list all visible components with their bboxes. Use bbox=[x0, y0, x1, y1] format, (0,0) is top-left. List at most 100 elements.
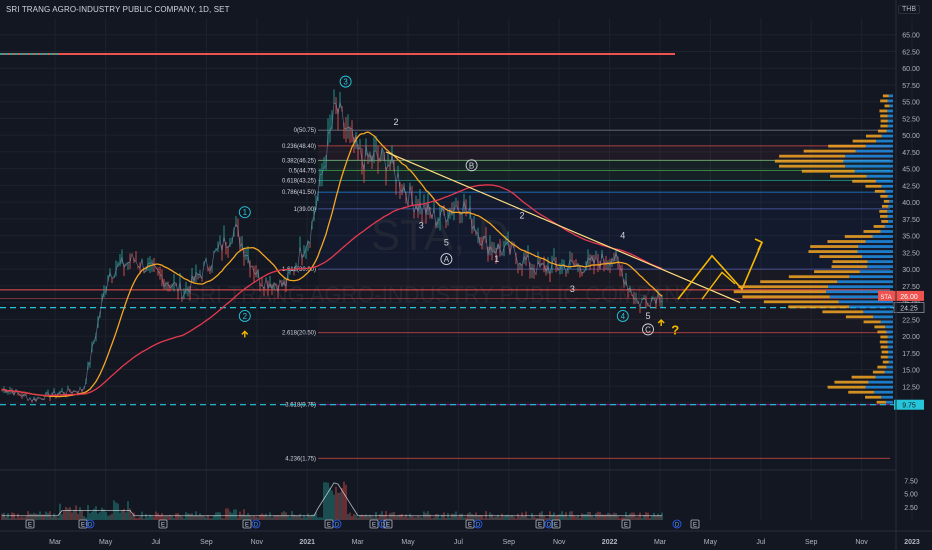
volume-profile-bar bbox=[888, 204, 893, 208]
volume-profile-bar bbox=[880, 320, 893, 324]
volume-profile-bar bbox=[887, 99, 893, 103]
volume-profile-bar bbox=[887, 345, 893, 349]
earnings-marker bbox=[551, 519, 561, 529]
volume-profile-bar bbox=[827, 385, 866, 389]
earnings-marker bbox=[78, 519, 88, 529]
dividend-marker bbox=[473, 519, 483, 529]
price-tick-label: 55.00 bbox=[902, 100, 920, 107]
earnings-marker bbox=[158, 519, 168, 529]
volume-profile-bar bbox=[888, 360, 893, 364]
volume-profile-bar bbox=[838, 300, 893, 304]
volume-profile-bar bbox=[788, 305, 849, 309]
volume-profile-bar bbox=[814, 270, 860, 274]
volume-profile-bar bbox=[851, 375, 876, 379]
volume-profile-bar bbox=[887, 215, 893, 218]
price-tick-label: 45.00 bbox=[902, 167, 920, 174]
marker-label: E bbox=[538, 523, 542, 529]
volume-profile-bar bbox=[810, 245, 859, 248]
volume-profile-bar bbox=[832, 260, 868, 264]
volume-profile-bar bbox=[886, 400, 893, 404]
volume-profile-bar bbox=[886, 129, 893, 133]
volume-profile-bar bbox=[888, 220, 893, 223]
volume-profile-bar bbox=[849, 275, 893, 279]
price-tick-label: 57.50 bbox=[902, 83, 920, 90]
marker-label: D bbox=[335, 523, 340, 529]
time-tick-label: May bbox=[704, 539, 718, 546]
marker-label: D bbox=[476, 523, 481, 529]
ticker-badge-label: STA bbox=[880, 295, 891, 301]
time-tick-label: Sep bbox=[503, 539, 516, 546]
wave-label: 4 bbox=[620, 231, 625, 241]
marker-label: D bbox=[547, 523, 552, 529]
time-tick-label: 2022 bbox=[602, 539, 618, 546]
volume-profile-bar bbox=[880, 99, 888, 103]
volume-profile-bar bbox=[830, 174, 867, 178]
marker-label: D bbox=[381, 523, 386, 529]
wave-label: 3 bbox=[419, 221, 424, 231]
volume-profile-bar bbox=[868, 380, 893, 384]
dividend-marker bbox=[672, 519, 682, 529]
volume-profile-bar bbox=[881, 395, 893, 399]
time-tick-label: Nov bbox=[855, 539, 868, 546]
wave-label: C bbox=[645, 325, 651, 334]
time-tick-label: Nov bbox=[251, 539, 264, 546]
earnings-marker bbox=[690, 519, 700, 529]
price-tick-label: 62.50 bbox=[902, 49, 920, 56]
volume-profile-bar bbox=[885, 325, 893, 329]
price-axis-tag bbox=[893, 302, 925, 313]
volume-profile-bar bbox=[889, 104, 893, 108]
price-axis-tag-label: 26.00 bbox=[900, 294, 918, 301]
wave-label-circle bbox=[440, 253, 453, 266]
volume-profile-bar bbox=[845, 164, 893, 168]
volume-profile-bar bbox=[879, 109, 888, 113]
time-tick-label: Jul bbox=[152, 539, 161, 546]
wave-label-circle bbox=[339, 75, 352, 88]
wave-label: 2 bbox=[393, 117, 398, 127]
volume-profile-bar bbox=[828, 144, 866, 148]
volume-profile-bar bbox=[880, 230, 893, 233]
time-tick-label: May bbox=[99, 539, 113, 546]
price-tick-label: 17.50 bbox=[902, 351, 920, 358]
volume-profile-bar bbox=[867, 260, 893, 264]
volume-profile-bar bbox=[845, 315, 874, 319]
volume-profile-bar bbox=[788, 275, 850, 279]
price-axis-tag bbox=[894, 399, 924, 410]
volume-profile-bar bbox=[879, 209, 888, 213]
volume-profile-bar bbox=[865, 385, 893, 389]
volume-profile-bar bbox=[733, 290, 827, 294]
volume-profile-bar bbox=[887, 194, 893, 198]
wave-label: A bbox=[444, 255, 450, 264]
volume-profile-bar bbox=[884, 104, 890, 108]
time-tick-label: 2021 bbox=[299, 539, 315, 546]
volume-profile-bar bbox=[848, 305, 893, 309]
volume-profile-bar bbox=[874, 390, 893, 394]
time-tick-label: Jul bbox=[454, 539, 463, 546]
volume-profile-bar bbox=[828, 285, 893, 289]
volume-profile-bar bbox=[886, 330, 893, 334]
time-tick-label: Jul bbox=[756, 539, 765, 546]
time-tick-label: 2023 bbox=[904, 539, 920, 546]
marker-label: E bbox=[372, 523, 376, 529]
volume-profile-bar bbox=[763, 300, 839, 304]
volume-profile-bar bbox=[854, 169, 893, 173]
price-tick-label: 65.00 bbox=[902, 33, 920, 40]
volume-profile-bar bbox=[865, 240, 893, 243]
wave-label: 1 bbox=[494, 254, 499, 264]
fib-level-label: 2.618(20.50) bbox=[282, 331, 316, 337]
volume-profile-bar bbox=[760, 280, 838, 284]
volume-profile-bar bbox=[834, 380, 869, 384]
volume-profile-bar bbox=[843, 159, 893, 163]
volume-profile-bar bbox=[831, 265, 868, 269]
volume-profile-bar bbox=[803, 149, 856, 153]
wave-label: 1 bbox=[243, 208, 248, 217]
volume-profile-bar bbox=[881, 220, 889, 223]
price-tick-label: 52.50 bbox=[902, 116, 920, 123]
volume-profile-bar bbox=[862, 255, 893, 258]
volume-profile-bar bbox=[887, 340, 893, 344]
dividend-marker bbox=[378, 519, 388, 529]
volume-profile-bar bbox=[880, 345, 888, 349]
volume-profile-bar bbox=[888, 350, 893, 354]
sma-short-line bbox=[1, 131, 663, 398]
wave-label: 2 bbox=[519, 211, 524, 221]
